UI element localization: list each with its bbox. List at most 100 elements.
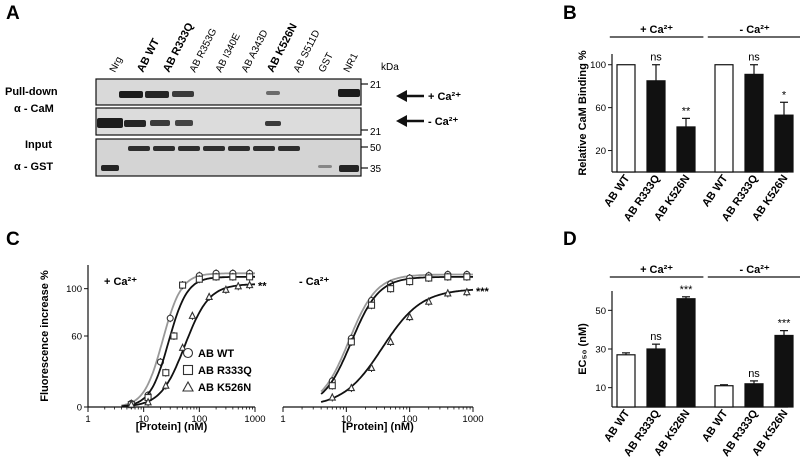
data-point-triangle xyxy=(245,280,254,289)
legend-label-ab-k526n: AB K526N xyxy=(198,382,251,394)
blot-band xyxy=(266,91,280,95)
x-tick-label: 1 xyxy=(85,414,90,425)
alpha-gst-row-label: α - GST xyxy=(14,161,53,173)
x-axis-label: [Protein] (nM) xyxy=(342,421,414,433)
data-point-square xyxy=(229,273,237,281)
y-tick-label: 100 xyxy=(66,284,82,295)
group-label-minus-ca: - Ca²⁺ xyxy=(739,264,769,276)
data-point-square xyxy=(347,338,355,346)
marker-50: 50 xyxy=(370,143,382,154)
lane-label-gst: GST xyxy=(317,51,336,74)
blot-band xyxy=(338,89,360,97)
significance-label: *** xyxy=(778,318,792,330)
chart-c-fluorescence: Fluorescence increase % 0 60 100 1 10 100 1000 [… xyxy=(39,265,490,433)
data-point-square xyxy=(444,273,452,281)
data-point-triangle xyxy=(424,296,433,305)
data-point-triangle xyxy=(188,311,197,319)
bar-ab-r333q xyxy=(744,73,764,173)
significance-label: * xyxy=(782,89,787,101)
legend-marker-circle xyxy=(182,347,194,359)
blot-band xyxy=(119,91,143,98)
y-axis-label: Relative CaM Binding % xyxy=(577,50,589,176)
panel-label-d: D xyxy=(563,229,577,250)
data-point-triangle xyxy=(161,380,170,389)
group-label-minus-ca: - Ca²⁺ xyxy=(739,24,769,36)
significance-label: ns xyxy=(650,52,662,64)
significance-label: ** xyxy=(682,105,691,117)
significance-label: *** xyxy=(680,284,694,296)
data-point-triangle xyxy=(462,287,471,296)
plot-plus-ca: 0 60 100 1 10 100 1000 [Protein] (nM) + Ca²⁺ ** xyxy=(66,265,267,433)
bar-ab-wt xyxy=(714,64,734,173)
data-point-triangle xyxy=(234,281,243,290)
data-point-square xyxy=(212,273,220,281)
bar-ab-k526n xyxy=(774,114,794,173)
y-tick-label: 20 xyxy=(595,146,606,157)
y-axis-label: Fluorescence increase % xyxy=(39,270,51,402)
data-point-square xyxy=(328,382,336,390)
bar-ab-wt xyxy=(714,385,734,408)
x-tick-label: 10 xyxy=(138,414,149,425)
arrow-minus-ca-icon xyxy=(396,115,424,127)
blot-band xyxy=(318,165,332,168)
data-point-triangle xyxy=(328,392,337,401)
bar-ab-wt xyxy=(616,354,636,408)
blot-band xyxy=(101,165,119,171)
category-label-ab-wt: AB WT xyxy=(602,173,633,210)
data-point-square xyxy=(179,281,187,289)
group-label-plus-ca: + Ca²⁺ xyxy=(640,24,673,36)
data-point-square xyxy=(406,278,414,286)
blot-strip-input xyxy=(95,138,362,177)
bar-ab-k526n xyxy=(774,334,794,408)
data-point-triangle xyxy=(127,399,136,408)
x-tick-label: 10 xyxy=(341,414,352,425)
blot-band xyxy=(153,146,175,151)
data-point-triangle xyxy=(386,337,395,345)
fit-curve-ab-k526n xyxy=(121,283,255,408)
data-point-triangle xyxy=(222,285,230,293)
alpha-cam-row-label: α - CaM xyxy=(14,103,54,115)
data-point-square xyxy=(170,332,178,340)
y-tick-label: 60 xyxy=(71,332,82,343)
x-tick-label: 1000 xyxy=(244,414,265,425)
lane-label-nrg: Nrg xyxy=(108,55,125,74)
bar-ab-wt xyxy=(616,64,636,173)
data-point-triangle xyxy=(178,343,187,351)
blot-band xyxy=(203,146,225,151)
blot-band xyxy=(172,91,194,97)
panel-label-c: C xyxy=(6,229,20,250)
bar-ab-r333q xyxy=(744,383,764,408)
data-point-triangle xyxy=(347,383,356,392)
blot-band xyxy=(124,120,146,127)
y-tick-label: 60 xyxy=(595,103,606,114)
blot-band xyxy=(128,146,150,151)
data-point-circle xyxy=(166,314,174,322)
data-point-square xyxy=(387,285,395,293)
significance-label: ns xyxy=(748,368,760,380)
data-point-triangle xyxy=(367,363,376,372)
blot-band xyxy=(278,146,300,151)
arrow-plus-ca-icon xyxy=(396,90,424,102)
panel-label-b: B xyxy=(563,3,577,24)
marker-21-top: 21 xyxy=(370,80,382,91)
condition-label: + Ca²⁺ xyxy=(104,276,137,288)
condition-label: - Ca²⁺ xyxy=(299,276,329,288)
blot-band xyxy=(265,121,281,126)
blot-band xyxy=(253,146,275,151)
blot-band xyxy=(150,120,170,126)
blot-band xyxy=(228,146,250,151)
data-point-triangle xyxy=(443,288,452,297)
y-tick-label: 100 xyxy=(590,60,606,71)
data-point-square xyxy=(367,301,376,309)
x-tick-label: 1000 xyxy=(462,414,483,425)
data-point-square xyxy=(162,369,170,377)
blot-band xyxy=(145,91,169,98)
bar-ab-r333q xyxy=(646,80,666,173)
significance-label: ns xyxy=(748,52,760,64)
y-tick-label: 30 xyxy=(595,345,606,356)
data-point-square xyxy=(463,273,471,281)
